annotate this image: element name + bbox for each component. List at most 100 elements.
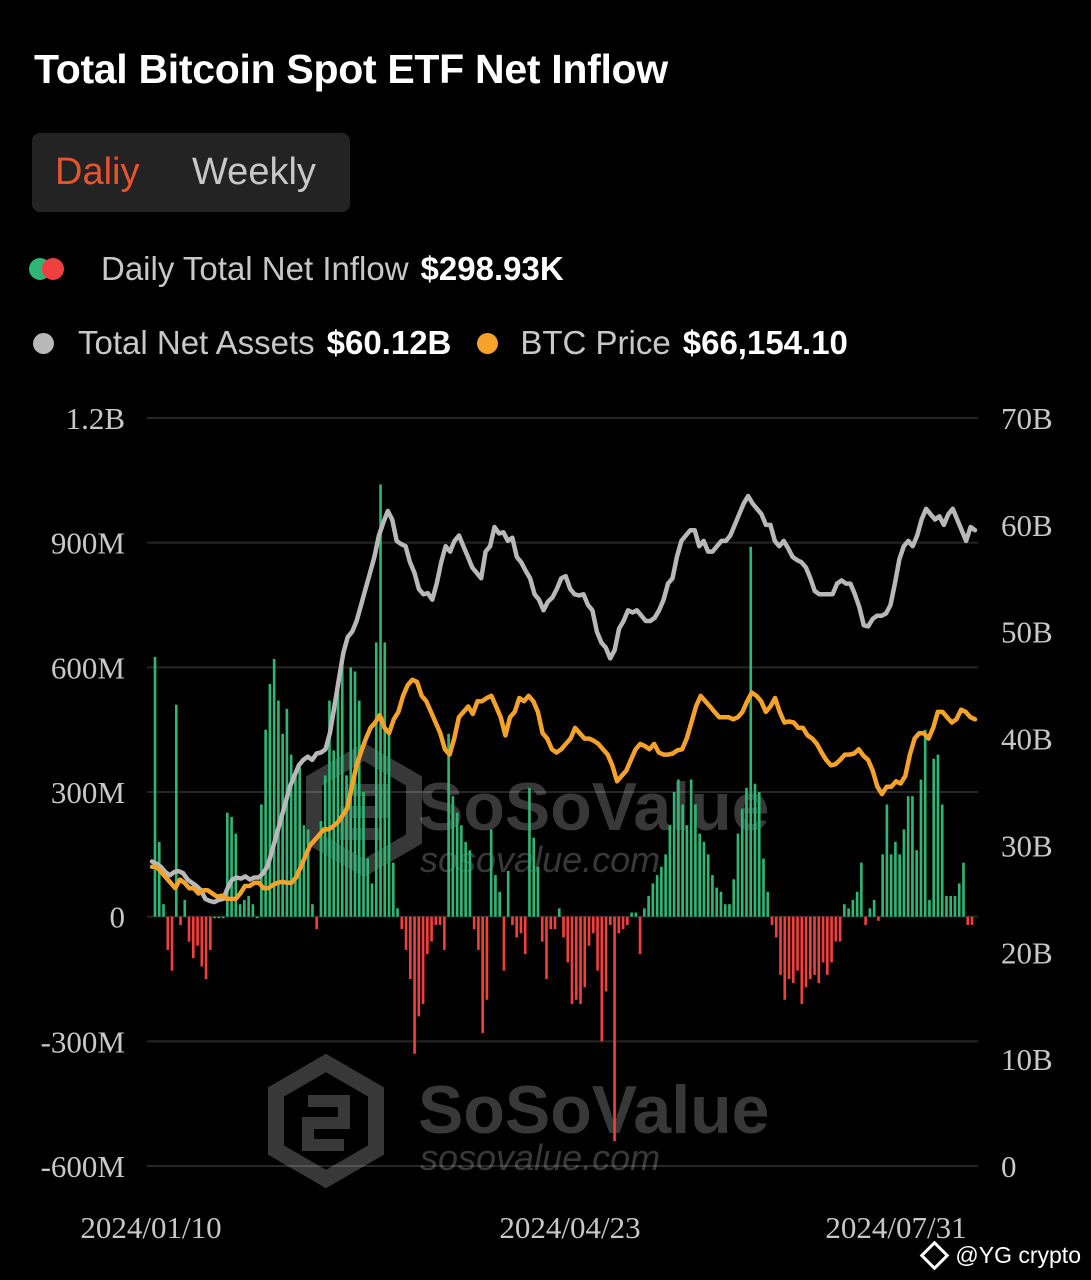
- inflow-bar: [638, 916, 642, 955]
- inflow-bar: [306, 829, 310, 917]
- inflow-bar: [808, 916, 812, 979]
- inflow-bar: [711, 875, 714, 917]
- inflow-bar: [528, 787, 531, 917]
- inflow-bar: [843, 904, 846, 917]
- inflow-bar: [966, 916, 970, 925]
- inflow-bar: [408, 916, 412, 979]
- inflow-bar: [936, 754, 940, 917]
- inflow-bar: [957, 883, 961, 917]
- inflow-bar: [566, 916, 570, 963]
- inflow-bar: [774, 916, 778, 938]
- x-axis: 2024/01/10 2024/04/23 2024/07/31: [80, 1210, 966, 1245]
- watermark-brand-upper: SoSoValue: [418, 769, 769, 845]
- inflow-bar: [183, 900, 187, 917]
- binance-diamond-icon: [920, 1240, 950, 1271]
- legend-inflow-value: $298.93K: [420, 250, 564, 287]
- tab-weekly[interactable]: Weekly: [192, 151, 316, 193]
- inflow-bar: [962, 862, 965, 917]
- inflow-bar: [694, 804, 697, 917]
- inflow-bar: [545, 916, 548, 979]
- inflow-bar: [396, 908, 399, 917]
- legend-assets-price: Total Net Assets $60.12B BTC Price $66,1…: [33, 324, 848, 362]
- inflow-bar: [494, 875, 497, 917]
- inflow-bar: [366, 858, 370, 917]
- inflow-bar: [447, 733, 450, 917]
- inflow-bar: [523, 916, 527, 955]
- period-tabs: Daliy Weekly: [32, 133, 350, 212]
- inflow-bar: [868, 908, 872, 917]
- inflow-bar: [668, 825, 672, 917]
- inflow-bar: [336, 683, 340, 917]
- inflow-bar: [255, 916, 259, 919]
- inflow-bar: [647, 895, 650, 917]
- inflow-bar: [630, 912, 633, 917]
- inflow-bar: [230, 816, 233, 917]
- inflow-bar: [813, 916, 816, 975]
- inflow-bar: [736, 833, 740, 917]
- inflow-bar: [213, 916, 216, 919]
- inflow-bar: [179, 916, 182, 925]
- inflow-bar: [191, 916, 195, 959]
- inflow-bar: [732, 879, 736, 917]
- inflow-bar: [885, 804, 889, 917]
- inflow-bar: [281, 733, 284, 917]
- inflow-bar: [783, 916, 787, 1000]
- inflow-bar: [830, 916, 833, 963]
- legend-assets-value: $60.12B: [326, 324, 452, 361]
- inflow-bar: [332, 750, 336, 917]
- inflow-bar: [226, 812, 229, 917]
- inflow-bar: [689, 779, 693, 917]
- inflow-bar: [519, 916, 523, 934]
- inflow-bar: [417, 916, 421, 1017]
- x-tick-label: 2024/01/10: [80, 1210, 221, 1245]
- inflow-bar: [770, 916, 774, 925]
- inflow-bar: [970, 916, 974, 925]
- inflow-bar: [515, 916, 519, 938]
- inflow-bar: [911, 796, 914, 917]
- inflow-bar: [391, 862, 395, 917]
- inflow-bar: [315, 916, 319, 930]
- inflow-bar: [728, 904, 731, 917]
- assets-dot-icon: [33, 332, 54, 354]
- inflow-bar: [536, 866, 540, 917]
- inflow-bar: [374, 642, 378, 917]
- inflow-bar: [460, 825, 463, 917]
- inflow-bar: [277, 700, 280, 917]
- inflow-bar: [434, 916, 438, 925]
- inflow-bar: [745, 787, 748, 917]
- inflow-bar: [209, 916, 212, 950]
- inflow-bar: [562, 916, 565, 938]
- inflow-bar: [817, 916, 821, 984]
- btc-price-line: [149, 677, 978, 902]
- inflow-bar: [800, 916, 804, 1004]
- inflow-bar: [272, 659, 276, 917]
- inflow-bar: [766, 891, 770, 917]
- inflow-bar: [311, 904, 314, 917]
- inflow-bar: [430, 916, 433, 942]
- inflow-bar: [664, 854, 667, 917]
- inflow-bar: [294, 771, 297, 917]
- inflow-bar: [426, 916, 429, 955]
- inflow-bar: [204, 916, 208, 979]
- legend-inflow: Daily Total Net Inflow $298.93K: [29, 250, 564, 288]
- inflow-bar: [787, 916, 791, 979]
- left-tick-label: 300M: [51, 775, 125, 810]
- inflow-bar: [153, 656, 157, 917]
- inflow-bar: [753, 783, 757, 917]
- inflow-bar: [940, 804, 944, 917]
- inflow-bar: [877, 916, 880, 921]
- inflow-dual-dot-icon: [29, 258, 69, 280]
- tab-daily[interactable]: Daliy: [55, 151, 140, 193]
- left-tick-label: 900M: [51, 526, 125, 561]
- inflow-bar: [443, 916, 446, 950]
- x-tick-label: 2024/07/31: [825, 1210, 966, 1245]
- inflow-bar: [685, 825, 689, 917]
- chart-lines: [149, 493, 978, 905]
- inflow-bar: [932, 758, 936, 917]
- inflow-bar: [872, 900, 876, 917]
- watermark-site-lower: sosovalue.com: [420, 1137, 660, 1178]
- inflow-bar: [583, 916, 587, 988]
- inflow-bar: [238, 904, 242, 917]
- inflow-bar: [587, 916, 591, 946]
- inflow-bar: [613, 916, 616, 1142]
